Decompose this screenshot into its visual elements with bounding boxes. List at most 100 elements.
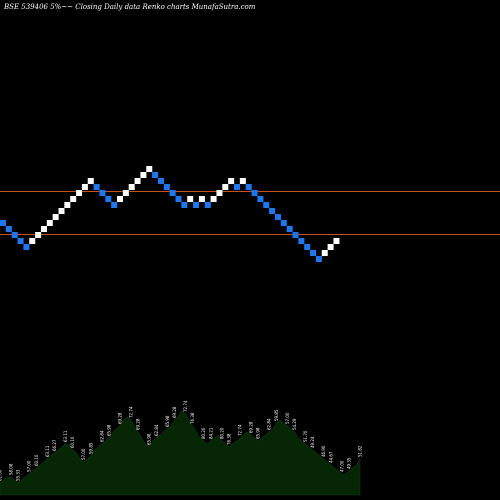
renko-brick-up [222, 184, 229, 190]
renko-brick-up [58, 208, 65, 214]
renko-brick-down [93, 184, 100, 190]
volume-label: 49.35 [347, 457, 352, 469]
renko-brick-down [234, 184, 240, 190]
volume-label: 76.38 [190, 412, 195, 424]
renko-brick-up [81, 184, 88, 190]
volume-label: 51.70 [303, 430, 308, 442]
renko-brick-up [87, 178, 94, 184]
volume-label: 72.74 [238, 424, 243, 436]
renko-brick-down [157, 178, 164, 184]
renko-brick-up [210, 196, 217, 202]
volume-label: 55.33 [16, 469, 21, 481]
volume-label: 57.00 [27, 460, 32, 472]
volume-label: 69.28 [136, 418, 141, 430]
renko-brick-up [117, 196, 123, 202]
renko-brick-down [11, 232, 18, 238]
chart-title: BSE 539406 5%~~ Closing Daily data Renko… [4, 3, 256, 11]
volume-label: 72.74 [183, 400, 188, 412]
renko-brick-up [76, 190, 83, 196]
renko-brick-up [122, 190, 129, 196]
renko-brick-down [304, 244, 311, 250]
renko-brick-up [327, 244, 334, 250]
renko-brick-down [269, 208, 276, 214]
renko-brick-down [251, 190, 258, 196]
renko-brick-down [5, 226, 12, 232]
renko-brick-down [315, 256, 322, 262]
volume-label: 51.82 [358, 445, 363, 457]
volume-label: 60.10 [34, 454, 39, 466]
volume-area [0, 410, 361, 496]
renko-brick-down [152, 172, 159, 178]
renko-brick-up [321, 250, 328, 256]
renko-brick-up [228, 178, 235, 184]
renko-brick-down [175, 196, 182, 202]
renko-brick-down [280, 220, 287, 226]
renko-brick-down [0, 220, 6, 226]
volume-label: 66.27 [52, 439, 57, 451]
renko-brick-up [216, 190, 223, 196]
volume-label: 69.28 [172, 406, 177, 418]
volume-label: 84.21 [208, 427, 213, 439]
renko-brick-down [105, 196, 112, 202]
renko-brick-up [46, 220, 53, 226]
renko-brick-down [204, 202, 211, 208]
renko-brick-up [128, 184, 135, 190]
renko-brick-down [181, 202, 188, 208]
renko-brick-up [134, 178, 141, 184]
renko-brick-down [99, 190, 106, 196]
volume-label: 62.84 [267, 418, 272, 430]
renko-brick-down [263, 202, 270, 208]
volume-label: 57.00 [81, 448, 86, 460]
renko-brick-up [198, 196, 205, 202]
volume-label: 65.98 [165, 415, 170, 427]
renko-brick-down [310, 250, 317, 256]
renko-brick-up [52, 214, 59, 220]
renko-brick-up [187, 196, 194, 202]
renko-brick-down [298, 238, 305, 244]
renko-brick-down [23, 244, 30, 250]
volume-label: 58.08 [8, 463, 13, 475]
volume-label: 59.85 [274, 409, 279, 421]
renko-brick-up [35, 232, 42, 238]
renko-brick-down [111, 202, 118, 208]
renko-brick-up [140, 172, 147, 178]
volume-label: 59.85 [88, 442, 93, 454]
renko-brick-down [274, 214, 281, 220]
renko-brick-up [333, 238, 340, 244]
volume-label: 63.11 [63, 430, 68, 442]
renko-brick-up [146, 166, 153, 172]
renko-brick-down [17, 238, 24, 244]
volume-label: 54.29 [292, 418, 297, 430]
volume-label: 61.00 [0, 469, 3, 481]
renko-brick-up [64, 202, 71, 208]
volume-label: 47.00 [339, 460, 344, 472]
volume-label: 80.20 [219, 427, 224, 439]
volume-label: 80.20 [201, 427, 206, 439]
volume-label: 49.24 [310, 436, 315, 448]
renko-brick-down [257, 196, 264, 202]
renko-brick-up [70, 196, 77, 202]
renko-brick-down [286, 226, 293, 232]
renko-brick-up [29, 238, 36, 244]
volume-label: 62.84 [154, 424, 159, 436]
volume-label: 69.28 [118, 412, 123, 424]
volume-label: 65.98 [107, 424, 112, 436]
volume-label: 44.67 [328, 451, 333, 463]
renko-brick-up [40, 226, 47, 232]
renko-brick-down [169, 190, 176, 196]
renko-brick-down [163, 184, 170, 190]
volume-label: 57.00 [285, 412, 290, 424]
volume-label: 69.28 [248, 421, 253, 433]
volume-label: 60.10 [70, 436, 75, 448]
volume-label: 65.98 [147, 433, 152, 445]
renko-brick-up [239, 178, 246, 184]
volume-label: 46.90 [321, 445, 326, 457]
volume-label: 65.98 [256, 427, 261, 439]
volume-label: 72.74 [128, 406, 133, 418]
renko-brick-down [292, 232, 299, 238]
renko-brick-down [245, 184, 252, 190]
volume-label: 63.11 [45, 445, 50, 457]
volume-label: 76.38 [227, 433, 232, 445]
